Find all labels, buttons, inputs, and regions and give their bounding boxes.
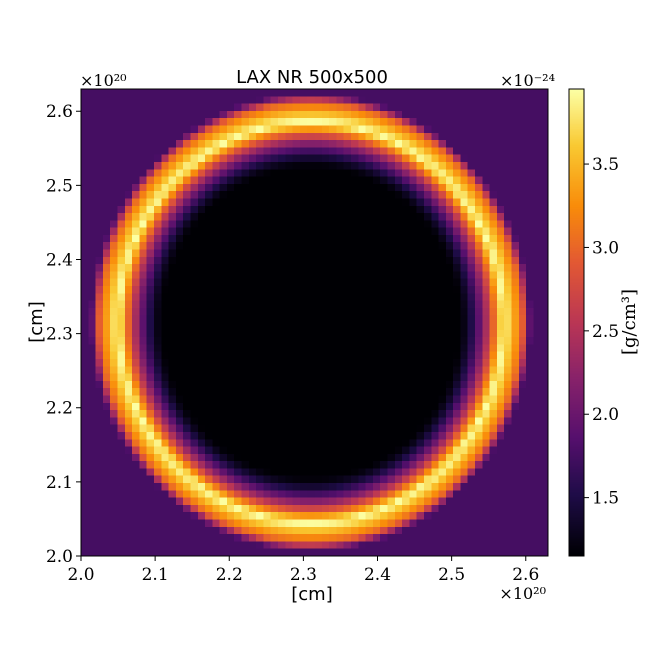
- colorbar-tick-label: 2.5: [592, 322, 619, 342]
- colorbar-ticks: 1.5 2.0 2.5 3.0 3.5: [584, 155, 619, 509]
- y-tick-label: 2.0: [46, 547, 73, 567]
- x-tick-label: 2.0: [67, 565, 94, 585]
- colorbar-label: [g/cm³]: [619, 289, 640, 355]
- colorbar-multiplier: ×10⁻²⁴: [500, 71, 555, 90]
- y-axis-label: [cm]: [26, 301, 47, 342]
- colorbar-tick-label: 1.5: [592, 489, 619, 509]
- x-tick-label: 2.5: [438, 565, 465, 585]
- x-axis-ticks: 2.0 2.1 2.2 2.3 2.4 2.5 2.6: [67, 556, 539, 585]
- colorbar-tick-label: 3.0: [592, 238, 619, 258]
- heatmap-image: [81, 89, 548, 556]
- y-tick-label: 2.4: [46, 250, 73, 270]
- y-tick-label: 2.2: [46, 399, 73, 419]
- x-tick-label: 2.1: [142, 565, 169, 585]
- y-axis-ticks: 2.0 2.1 2.2 2.3 2.4 2.5 2.6: [46, 102, 81, 567]
- x-axis-multiplier: ×10²⁰: [499, 584, 546, 603]
- plot-frame: [80, 88, 549, 557]
- chart-title: LAX NR 500x500: [236, 67, 388, 88]
- colorbar-tick-label: 2.0: [592, 405, 619, 425]
- x-tick-label: 2.4: [364, 565, 391, 585]
- x-axis-label: [cm]: [291, 584, 332, 605]
- x-tick-label: 2.3: [290, 565, 317, 585]
- y-axis-multiplier: ×10²⁰: [80, 71, 127, 90]
- x-tick-label: 2.2: [216, 565, 243, 585]
- colorbar-gradient: [569, 89, 584, 556]
- colorbar: 1.5 2.0 2.5 3.0 3.5: [568, 88, 619, 557]
- x-tick-label: 2.6: [512, 565, 539, 585]
- y-tick-label: 2.5: [46, 176, 73, 196]
- y-tick-label: 2.3: [46, 325, 73, 345]
- colorbar-frame: [568, 88, 585, 557]
- heatmap-plot-area: [80, 88, 549, 557]
- y-tick-label: 2.1: [46, 473, 73, 493]
- colorbar-tick-label: 3.5: [592, 155, 619, 175]
- y-tick-label: 2.6: [46, 102, 73, 122]
